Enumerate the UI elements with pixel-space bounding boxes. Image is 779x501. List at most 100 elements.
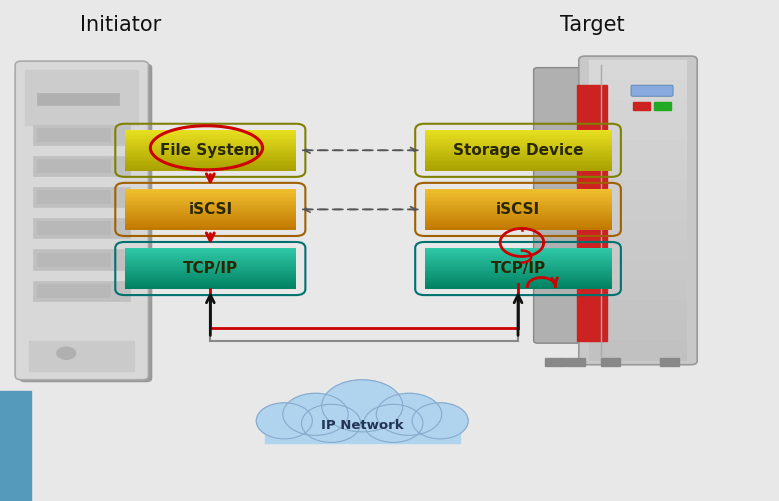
Bar xyxy=(265,413,460,443)
Bar xyxy=(425,154,612,156)
Bar xyxy=(425,150,612,152)
Bar xyxy=(425,214,612,216)
Bar xyxy=(425,194,612,196)
Bar xyxy=(425,130,612,131)
Bar xyxy=(125,143,296,145)
Bar xyxy=(125,205,296,207)
Bar xyxy=(125,199,296,201)
Bar xyxy=(125,191,296,193)
Bar xyxy=(425,155,612,157)
Bar xyxy=(125,273,296,274)
Bar xyxy=(425,256,612,258)
Bar xyxy=(425,162,612,164)
Bar xyxy=(425,255,612,256)
Bar xyxy=(125,157,296,158)
Bar xyxy=(425,191,612,193)
Bar xyxy=(425,288,612,289)
Bar xyxy=(577,85,607,341)
Bar xyxy=(425,206,612,208)
Bar xyxy=(125,158,296,160)
Bar xyxy=(425,248,612,249)
FancyBboxPatch shape xyxy=(631,85,673,96)
Bar xyxy=(425,210,612,212)
Bar xyxy=(425,225,612,227)
Bar xyxy=(633,86,671,95)
Bar xyxy=(125,269,296,270)
Bar xyxy=(425,135,612,137)
Bar xyxy=(125,285,296,287)
Bar xyxy=(125,162,296,164)
Bar xyxy=(589,140,687,160)
Bar xyxy=(425,140,612,142)
Bar xyxy=(37,190,111,204)
Bar xyxy=(125,130,296,131)
Bar xyxy=(425,260,612,262)
Bar xyxy=(425,190,612,191)
Bar xyxy=(589,260,687,281)
Bar xyxy=(589,120,687,140)
Circle shape xyxy=(301,404,361,442)
Circle shape xyxy=(322,380,403,432)
Bar xyxy=(425,284,612,285)
Bar xyxy=(589,220,687,240)
Bar xyxy=(125,201,296,202)
Bar xyxy=(425,151,612,153)
Bar xyxy=(125,164,296,165)
Bar xyxy=(37,284,111,298)
Bar xyxy=(125,193,296,194)
Text: iSCSI: iSCSI xyxy=(189,202,232,217)
Bar xyxy=(425,228,612,230)
Bar xyxy=(125,271,296,273)
Circle shape xyxy=(57,347,76,359)
Bar xyxy=(125,258,296,259)
Bar xyxy=(425,153,612,154)
Bar xyxy=(125,249,296,250)
Bar xyxy=(125,197,296,198)
Bar xyxy=(37,221,111,235)
Bar xyxy=(425,224,612,226)
Bar xyxy=(125,267,296,269)
Bar xyxy=(125,275,296,277)
Bar xyxy=(425,157,612,158)
Bar xyxy=(125,161,296,163)
Bar xyxy=(125,204,296,205)
Text: File System: File System xyxy=(160,143,260,158)
Bar xyxy=(425,221,612,223)
Text: Target: Target xyxy=(560,15,624,35)
Bar xyxy=(125,208,296,209)
Bar xyxy=(425,149,612,150)
Bar xyxy=(566,358,585,366)
Bar xyxy=(589,60,687,80)
Bar xyxy=(425,278,612,280)
Bar xyxy=(125,223,296,224)
FancyBboxPatch shape xyxy=(579,56,697,365)
Bar xyxy=(425,132,612,134)
Bar xyxy=(125,149,296,150)
Bar xyxy=(125,142,296,143)
Bar xyxy=(589,200,687,220)
Bar xyxy=(425,263,612,265)
Bar xyxy=(425,136,612,138)
Bar xyxy=(125,160,296,161)
Bar xyxy=(125,194,296,196)
Bar xyxy=(33,218,130,238)
Bar xyxy=(425,146,612,148)
Bar xyxy=(425,252,612,254)
Bar xyxy=(33,125,130,145)
Bar xyxy=(125,151,296,153)
Bar xyxy=(425,169,612,171)
Bar xyxy=(425,281,612,282)
Bar xyxy=(425,220,612,222)
Bar xyxy=(589,240,687,261)
Bar xyxy=(125,260,296,262)
Bar xyxy=(125,288,296,289)
Bar xyxy=(425,274,612,276)
Bar xyxy=(425,262,612,263)
Bar xyxy=(125,279,296,281)
Bar xyxy=(425,198,612,200)
Bar xyxy=(125,277,296,278)
Bar xyxy=(125,214,296,216)
Bar xyxy=(425,275,612,277)
Bar xyxy=(425,258,612,259)
Bar xyxy=(425,282,612,284)
